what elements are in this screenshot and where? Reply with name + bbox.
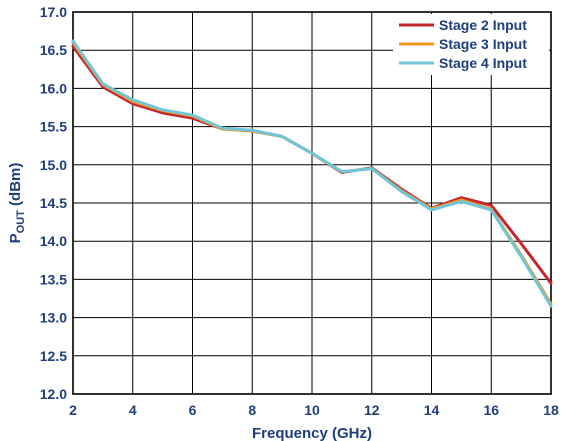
x-tick-label: 10 [304, 402, 320, 418]
x-tick-label: 6 [189, 402, 197, 418]
x-tick-label: 4 [129, 402, 137, 418]
y-tick-label: 12.0 [40, 386, 67, 402]
x-tick-label: 12 [364, 402, 380, 418]
legend-label: Stage 3 Input [439, 36, 527, 52]
y-tick-label: 16.0 [40, 80, 67, 96]
x-axis-label: Frequency (GHz) [252, 425, 372, 441]
x-tick-labels: 2 4 6 8 10 12 14 16 18 [69, 402, 559, 418]
series-layer [71, 39, 553, 308]
y-axis-label-main: P [7, 233, 24, 243]
y-tick-label: 16.5 [40, 42, 67, 58]
y-tick-label: 14.5 [40, 195, 67, 211]
y-tick-label: 13.5 [40, 271, 67, 287]
grid [72, 11, 552, 395]
y-axis-label: POUT (dBm) [7, 163, 27, 244]
legend: Stage 2 Input Stage 3 Input Stage 4 Input [393, 14, 549, 75]
y-tick-label: 15.5 [40, 119, 67, 135]
x-tick-label: 18 [543, 402, 559, 418]
series-line-3 [71, 39, 553, 308]
x-tick-label: 8 [248, 402, 256, 418]
y-tick-label: 13.0 [40, 310, 67, 326]
x-tick-label: 16 [483, 402, 499, 418]
plot-frame [72, 11, 552, 395]
y-tick-label: 14.0 [40, 233, 67, 249]
y-tick-label: 15.0 [40, 157, 67, 173]
y-axis-label-subscript: OUT [15, 210, 27, 234]
y-tick-label: 12.5 [40, 348, 67, 364]
y-axis-label-unit: (dBm) [7, 163, 24, 211]
x-tick-label: 2 [69, 402, 77, 418]
x-tick-label: 14 [424, 402, 440, 418]
legend-label: Stage 4 Input [439, 55, 527, 71]
legend-label: Stage 2 Input [439, 17, 527, 33]
y-tick-labels: 12.0 12.5 13.0 13.5 14.0 14.5 15.0 15.5 16.0 16.5… [40, 4, 67, 402]
y-tick-label: 17.0 [40, 4, 67, 20]
